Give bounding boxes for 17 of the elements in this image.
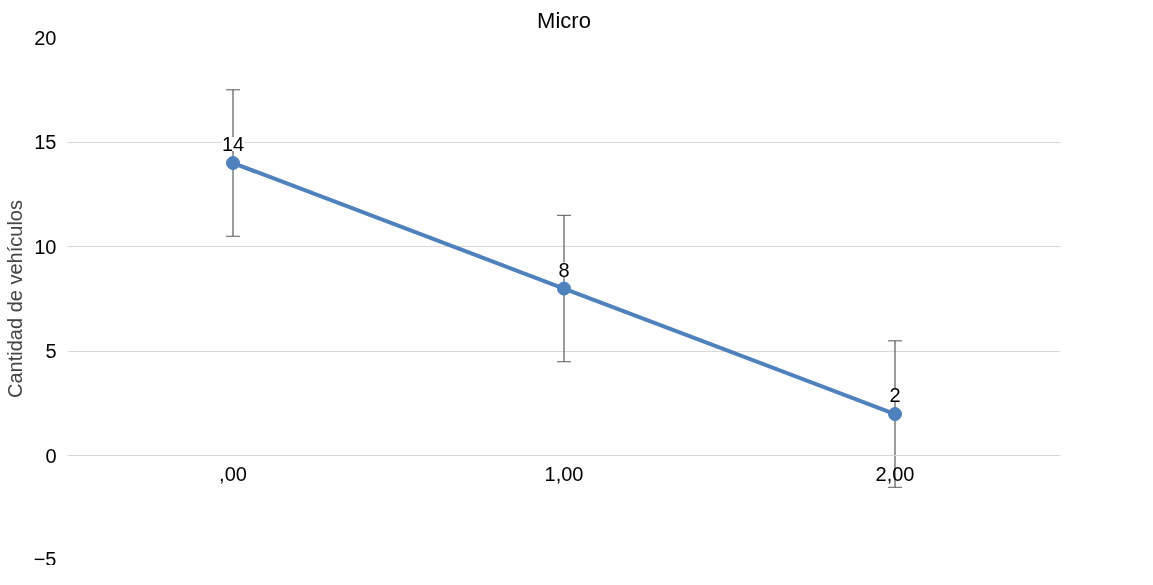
y-tick-label: 0 — [45, 444, 57, 467]
y-tick-label: 15 — [34, 131, 57, 154]
y-tick-label: −5 — [33, 547, 57, 570]
point — [557, 281, 571, 296]
data-label: 14 — [221, 133, 245, 156]
point — [888, 407, 902, 422]
y-tick-label: 10 — [34, 235, 57, 258]
chart-title: Micro — [537, 7, 591, 33]
y-axis-title: Cantidad de vehículos — [3, 200, 26, 398]
point — [226, 156, 240, 171]
y-tick-label: 20 — [34, 26, 57, 49]
data-label: 8 — [558, 258, 570, 281]
x-tick-label: 1,00 — [544, 462, 584, 485]
data-label: 2 — [889, 384, 901, 407]
x-tick-label: 2,00 — [875, 462, 915, 485]
y-tick-label: 5 — [45, 340, 57, 363]
x-tick-label: ,00 — [219, 462, 247, 485]
